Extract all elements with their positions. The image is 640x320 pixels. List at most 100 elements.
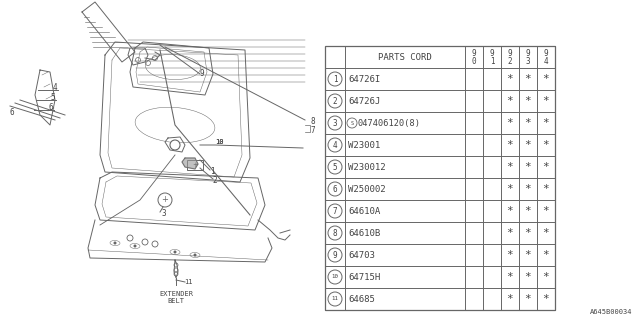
Circle shape [347, 118, 357, 128]
Text: *: * [525, 184, 531, 194]
Text: 5: 5 [51, 92, 55, 101]
Text: *: * [507, 294, 513, 304]
Text: 0: 0 [472, 57, 476, 66]
Text: 64726J: 64726J [348, 97, 380, 106]
Text: *: * [543, 118, 549, 128]
Text: 2: 2 [333, 97, 337, 106]
Text: *: * [525, 74, 531, 84]
Text: 3: 3 [525, 57, 531, 66]
Text: 6: 6 [333, 185, 337, 194]
Bar [325, 46, 555, 310]
Text: S: S [351, 121, 353, 125]
Text: *: * [507, 162, 513, 172]
Text: 8: 8 [310, 116, 316, 125]
Text: *: * [543, 294, 549, 304]
Text: 047406120(8): 047406120(8) [358, 118, 421, 127]
Text: 64685: 64685 [348, 294, 375, 303]
Circle shape [152, 241, 158, 247]
Text: 3: 3 [162, 210, 166, 219]
Text: 9: 9 [200, 68, 204, 77]
Text: 11: 11 [332, 297, 339, 301]
Text: 9: 9 [525, 49, 531, 58]
Text: *: * [507, 118, 513, 128]
Text: *: * [543, 272, 549, 282]
Text: *: * [525, 250, 531, 260]
Text: PARTS CORD: PARTS CORD [378, 52, 432, 61]
Text: 64610A: 64610A [348, 206, 380, 215]
Text: 9: 9 [508, 49, 512, 58]
Text: *: * [543, 96, 549, 106]
Text: EXTENDER: EXTENDER [159, 291, 193, 297]
Text: 9: 9 [544, 49, 548, 58]
Text: BELT: BELT [168, 298, 184, 304]
Text: *: * [507, 272, 513, 282]
Text: 2: 2 [508, 57, 512, 66]
Text: 10: 10 [215, 139, 223, 145]
Text: 3: 3 [333, 118, 337, 127]
Text: 9: 9 [333, 251, 337, 260]
Text: 2: 2 [212, 175, 218, 185]
Text: 4: 4 [544, 57, 548, 66]
Circle shape [142, 239, 148, 245]
Circle shape [328, 72, 342, 86]
Text: *: * [543, 228, 549, 238]
Text: 64715H: 64715H [348, 273, 380, 282]
Text: *: * [507, 206, 513, 216]
Text: 64610B: 64610B [348, 228, 380, 237]
Text: 7: 7 [310, 125, 316, 134]
Circle shape [328, 248, 342, 262]
Text: 1: 1 [490, 57, 494, 66]
Text: *: * [507, 96, 513, 106]
Text: *: * [543, 162, 549, 172]
Text: *: * [525, 228, 531, 238]
Circle shape [158, 193, 172, 207]
Circle shape [328, 138, 342, 152]
Text: *: * [525, 272, 531, 282]
Text: 5: 5 [333, 163, 337, 172]
Circle shape [136, 58, 141, 62]
Text: *: * [525, 140, 531, 150]
Text: 9: 9 [472, 49, 476, 58]
Text: *: * [525, 294, 531, 304]
Text: W250002: W250002 [348, 185, 386, 194]
Text: +: + [161, 196, 168, 204]
Circle shape [193, 253, 196, 257]
Polygon shape [182, 158, 198, 169]
Circle shape [328, 226, 342, 240]
Text: 10: 10 [332, 275, 339, 279]
Text: *: * [543, 206, 549, 216]
Text: W230012: W230012 [348, 163, 386, 172]
Text: 6: 6 [10, 108, 14, 116]
Text: 4: 4 [52, 83, 58, 92]
Circle shape [328, 270, 342, 284]
Text: 64726I: 64726I [348, 75, 380, 84]
Text: 4: 4 [333, 140, 337, 149]
Text: *: * [525, 162, 531, 172]
Circle shape [134, 244, 136, 247]
Text: W23001: W23001 [348, 140, 380, 149]
Text: 64703: 64703 [348, 251, 375, 260]
Text: *: * [507, 250, 513, 260]
Text: 8: 8 [333, 228, 337, 237]
Text: *: * [525, 96, 531, 106]
Text: 6: 6 [49, 102, 53, 111]
Circle shape [328, 182, 342, 196]
Text: *: * [543, 184, 549, 194]
Text: A645B00034: A645B00034 [589, 309, 632, 315]
Circle shape [328, 160, 342, 174]
Text: 10: 10 [215, 139, 223, 145]
Text: 7: 7 [333, 206, 337, 215]
Text: *: * [507, 228, 513, 238]
Text: *: * [543, 250, 549, 260]
Text: *: * [507, 140, 513, 150]
Text: 1: 1 [210, 166, 214, 175]
Text: *: * [543, 74, 549, 84]
Circle shape [328, 292, 342, 306]
Circle shape [328, 116, 342, 130]
Circle shape [113, 242, 116, 244]
Text: *: * [507, 184, 513, 194]
Text: *: * [525, 206, 531, 216]
Text: +: + [192, 162, 198, 168]
Circle shape [170, 140, 180, 150]
Circle shape [127, 235, 133, 241]
